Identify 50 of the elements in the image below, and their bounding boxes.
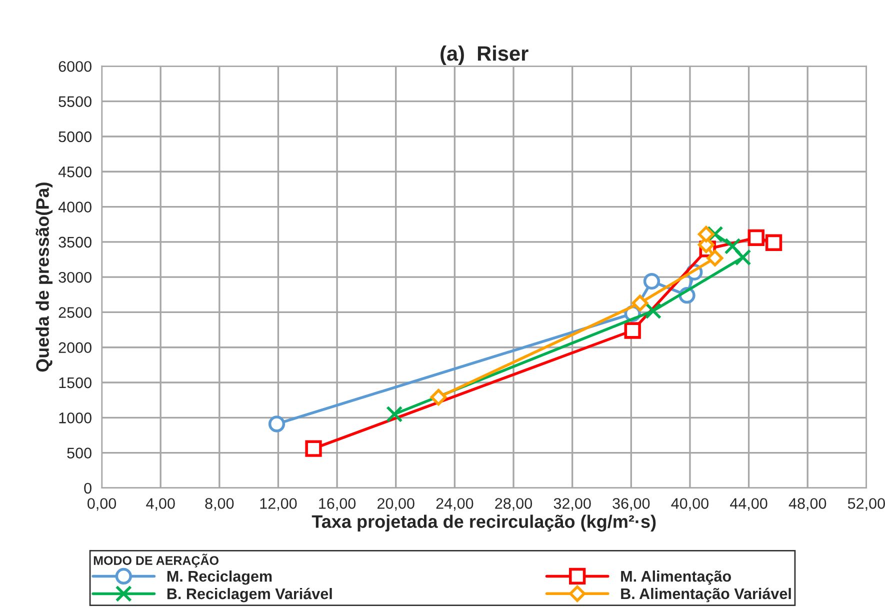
x-tick-label: 48,00 [788,498,826,511]
y-tick-label: 1000 [59,412,92,424]
chart-title: (a) Riser [440,46,528,65]
y-tick-label: 4000 [58,202,92,212]
x-tick-label: 44,00 [730,498,768,511]
point [386,406,403,422]
legend-label: B. Alimentação Variável [621,588,791,602]
x-tick-label: 40,00 [671,498,708,511]
x-tick-label: 4,00 [146,498,175,511]
x-tick-label: 0,00 [88,498,116,511]
legend-title: MODO DE AERAÇÃO [94,554,218,568]
point [706,226,724,243]
x-tick-label: 52,00 [848,498,885,511]
point [706,250,724,266]
y-axis-title: Queda de pressão(Pa) [36,182,53,372]
y-tick-label: 3000 [58,272,92,283]
x-tick-label: 12,00 [260,498,297,511]
y-tick-label: 2000 [58,342,92,354]
point [698,226,714,242]
legend-label: M. Reciclagem [167,570,272,585]
point [624,322,641,339]
y-tick-label: 6000 [58,61,92,72]
point [268,416,286,432]
point [724,238,741,254]
point [644,302,662,320]
y-tick-label: 5500 [58,96,92,108]
point [765,234,782,251]
y-tick-label: 500 [67,448,92,458]
y-tick-label: 5000 [58,131,92,142]
x-tick-label: 36,00 [612,498,650,511]
x-tick-label: 32,00 [554,498,591,511]
point [305,440,322,457]
y-tick-label: 1500 [59,377,92,388]
y-tick-label: 3500 [58,236,92,248]
y-tick-label: 2500 [58,307,92,318]
x-tick-label: 8,00 [205,498,234,511]
point [734,249,752,266]
point [643,272,660,290]
y-tick-label: 0 [84,482,92,494]
legend-label: B. Reciclagem Variável [167,588,332,602]
legend-label: M. Alimentação [621,570,731,585]
x-tick-label: 16,00 [319,498,356,511]
x-axis-title: Taxa projetada de recirculação (kg/m²·s) [312,514,656,532]
point [430,389,447,406]
x-tick-label: 20,00 [378,498,414,511]
x-tick-label: 24,00 [436,498,474,511]
x-tick-label: 28,00 [495,498,532,511]
point [748,229,764,246]
y-tick-label: 4500 [58,166,92,178]
point [632,294,648,312]
